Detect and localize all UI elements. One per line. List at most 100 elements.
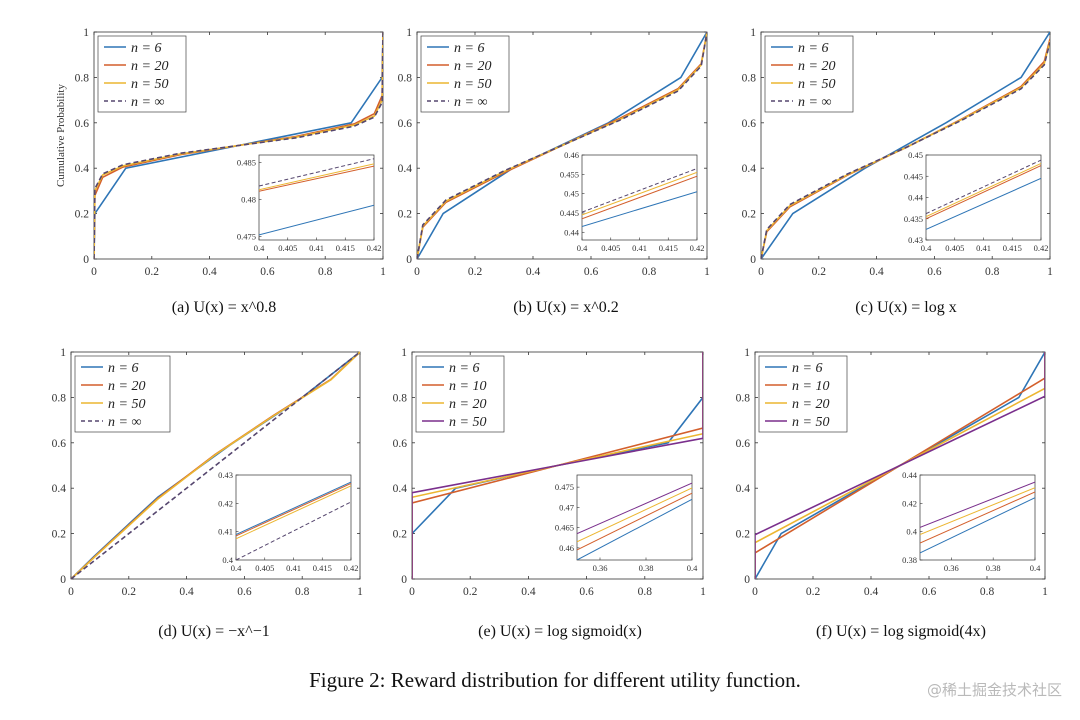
x-tick-label: 0.4 xyxy=(179,586,194,598)
series-line-n- xyxy=(94,31,383,260)
legend-entry: n = 6 xyxy=(449,361,479,376)
legend: n = 6 n = 10 n = 20 n = 50 xyxy=(758,355,848,433)
series-line-inset-3 xyxy=(236,501,351,560)
panel-c: 0 0.2 0.4 0.6 0.8 100.20.40.60.81n = 6n = 20n… xyxy=(742,27,1054,316)
x-tick-label: 1 xyxy=(700,586,706,598)
series-line-n-50 xyxy=(71,351,360,580)
subplot-caption: (f) U(x) = log sigmoid(4x) xyxy=(816,623,986,640)
inset-y-tick-label: 0.44 xyxy=(902,470,918,480)
legend-entry: n = 50 xyxy=(449,415,486,430)
y-tick-label: 0.8 xyxy=(736,392,751,404)
x-tick-label: 0.6 xyxy=(579,586,594,598)
series-line-inset-2 xyxy=(920,487,1035,535)
x-tick-label: 0.6 xyxy=(260,266,275,278)
y-tick-label: 0.6 xyxy=(393,438,408,450)
series-line-inset-1 xyxy=(582,175,697,220)
legend-entry: n = 20 xyxy=(131,59,168,74)
legend-box xyxy=(415,355,505,433)
y-tick-label: 0.6 xyxy=(742,118,757,130)
inset: 0.4 0.405 0.41 0.415 0.42 0.43 0.435 0.44 0.445 0… xyxy=(904,150,1049,253)
inset-x-tick-label: 0.42 xyxy=(367,243,382,253)
y-tick-label: 0.4 xyxy=(52,483,67,495)
panel-f: 0 0.2 0.4 0.6 0.8 100.20.40.60.81n = 6n = 10n… xyxy=(736,347,1049,640)
y-tick-label: 0.2 xyxy=(398,209,413,221)
inset: 0.4 0.405 0.41 0.415 0.42 0.44 0.445 0.45 0.455 0… xyxy=(560,150,705,253)
y-tick-label: 0.8 xyxy=(398,72,413,84)
inset-x-tick-label: 0.42 xyxy=(690,243,705,253)
x-tick-label: 1 xyxy=(704,266,710,278)
x-tick-label: 0.4 xyxy=(521,586,536,598)
panel-b: 0 0.2 0.4 0.6 0.8 100.20.40.60.81n = 6n = 20n… xyxy=(398,27,711,316)
x-tick-label: 0.8 xyxy=(985,266,1000,278)
x-tick-label: 0.6 xyxy=(237,586,252,598)
y-axis-label: Cumulative Probability xyxy=(55,84,67,187)
inset-x-tick-label: 0.4 xyxy=(921,243,932,253)
inset-y-tick-label: 0.42 xyxy=(218,498,233,508)
y-tick-label: 0.8 xyxy=(75,72,90,84)
y-tick-label: 0 xyxy=(744,574,750,586)
inset-y-tick-label: 0.465 xyxy=(555,523,574,533)
legend-entry: n = 50 xyxy=(792,415,829,430)
legend-entry: n = 6 xyxy=(792,361,822,376)
y-tick-label: 0 xyxy=(406,254,412,266)
x-tick-label: 0.8 xyxy=(980,586,995,598)
y-tick-label: 1 xyxy=(83,27,89,39)
inset-y-tick-label: 0.455 xyxy=(560,169,579,179)
y-tick-label: 0 xyxy=(83,254,89,266)
x-tick-label: 0.2 xyxy=(812,266,827,278)
series-line-inset-0 xyxy=(920,497,1035,554)
inset-y-tick-label: 0.475 xyxy=(237,231,256,241)
inset-box xyxy=(258,154,375,241)
watermark: @稀土掘金技术社区 xyxy=(926,681,1062,699)
legend-entry: n = ∞ xyxy=(798,95,831,110)
y-tick-label: 0.2 xyxy=(393,529,408,541)
inset-y-tick-label: 0.435 xyxy=(904,214,923,224)
series-line-inset-0 xyxy=(577,498,692,560)
x-tick-label: 0 xyxy=(91,266,97,278)
inset-x-tick-label: 0.415 xyxy=(313,563,332,573)
inset-x-tick-label: 0.41 xyxy=(632,243,647,253)
x-tick-label: 0.2 xyxy=(806,586,821,598)
legend-entry: n = 6 xyxy=(131,41,161,56)
y-tick-label: 1 xyxy=(401,347,407,359)
y-tick-label: 1 xyxy=(60,347,66,359)
subplot-caption: (c) U(x) = log x xyxy=(855,299,956,316)
series-line-inset-2 xyxy=(259,163,374,191)
x-tick-label: 1 xyxy=(1042,586,1048,598)
panel-e: 0 0.2 0.4 0.6 0.8 100.20.40.60.81n = 6n = 10n… xyxy=(393,347,707,640)
inset: 0.4 0.405 0.41 0.415 0.42 0.4 0.41 0.42 0.43 xyxy=(218,470,358,573)
subplot-caption: (e) U(x) = log sigmoid(x) xyxy=(478,623,642,640)
x-tick-label: 0 xyxy=(409,586,415,598)
inset-y-tick-label: 0.46 xyxy=(559,543,574,553)
y-tick-label: 0.6 xyxy=(75,118,90,130)
inset: 0.36 0.38 0.4 0.38 0.4 0.42 0.44 xyxy=(902,470,1041,573)
series-line-n-50 xyxy=(412,352,703,579)
legend-entry: n = 20 xyxy=(454,59,491,74)
inset-y-tick-label: 0.43 xyxy=(908,235,923,245)
y-tick-label: 0.2 xyxy=(742,209,757,221)
x-tick-label: 1 xyxy=(357,586,363,598)
inset-y-tick-label: 0.445 xyxy=(560,208,579,218)
y-tick-label: 0 xyxy=(401,574,407,586)
series-line-inset-0 xyxy=(259,204,374,236)
inset-x-tick-label: 0.4 xyxy=(231,563,242,573)
y-tick-label: 0.2 xyxy=(736,529,751,541)
inset-x-tick-label: 0.4 xyxy=(687,563,698,573)
legend-box xyxy=(420,35,510,113)
x-tick-label: 1 xyxy=(380,266,386,278)
inset-y-tick-label: 0.44 xyxy=(564,227,580,237)
series-line-inset-1 xyxy=(236,483,351,537)
inset-y-tick-label: 0.43 xyxy=(218,470,233,480)
inset-x-tick-label: 0.42 xyxy=(1034,243,1049,253)
x-tick-label: 0.8 xyxy=(295,586,310,598)
inset-x-tick-label: 0.38 xyxy=(639,563,654,573)
axes-box xyxy=(93,31,384,260)
series-line-n- xyxy=(761,42,1050,260)
x-tick-label: 0.6 xyxy=(927,266,942,278)
series-line-inset-3 xyxy=(577,482,692,535)
series-line-inset-0 xyxy=(236,481,351,535)
series-line-n-50 xyxy=(755,352,1045,579)
figure-caption: Figure 2: Reward distribution for differ… xyxy=(309,668,801,692)
series-line-inset-1 xyxy=(926,165,1041,220)
inset-x-tick-label: 0.415 xyxy=(336,243,355,253)
